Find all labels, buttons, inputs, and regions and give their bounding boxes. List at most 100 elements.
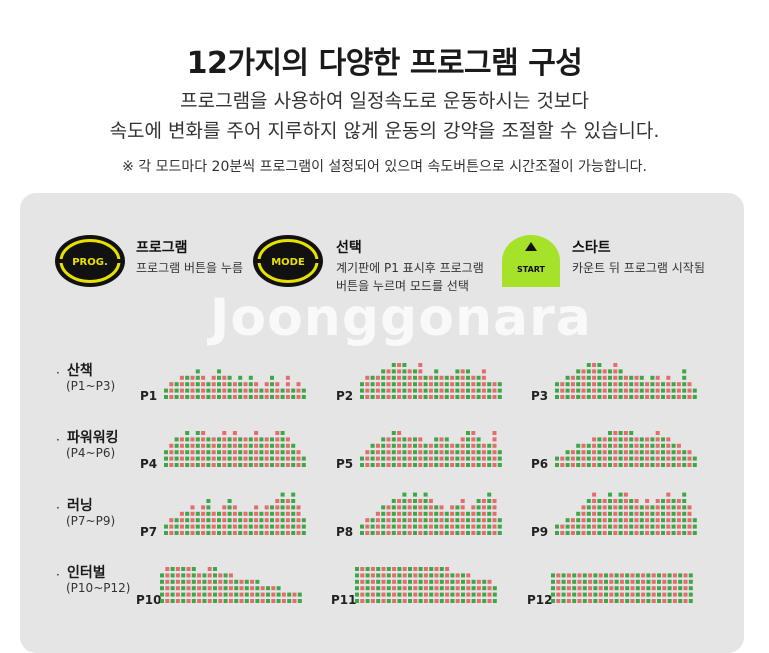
program-bars bbox=[164, 492, 306, 535]
program-bar bbox=[650, 505, 655, 535]
start-button-icon: START bbox=[502, 235, 560, 287]
program-bar bbox=[434, 505, 439, 535]
program-bar bbox=[407, 369, 412, 399]
control-desc-mode-line-1: 계기판에 P1 표시후 프로그램 bbox=[336, 261, 484, 275]
program-bar bbox=[174, 437, 179, 467]
program-bar bbox=[239, 579, 244, 603]
program-bar bbox=[206, 382, 211, 399]
program-bars bbox=[164, 369, 306, 399]
program-bar bbox=[476, 579, 481, 603]
program-bar bbox=[460, 499, 465, 535]
program-bar bbox=[687, 505, 692, 535]
program-bar bbox=[264, 437, 269, 467]
program-bar bbox=[206, 499, 211, 535]
program-bar bbox=[460, 437, 465, 467]
program-bar bbox=[365, 450, 370, 467]
program-bar bbox=[259, 511, 264, 535]
program-bar bbox=[614, 573, 619, 603]
program-bar bbox=[646, 573, 651, 603]
program-bar bbox=[195, 431, 200, 467]
program-chart-p9: P9 bbox=[531, 479, 711, 539]
program-bar bbox=[682, 492, 687, 535]
category-range: (P1~P3) bbox=[66, 379, 116, 393]
bullet-dot: · bbox=[56, 501, 60, 515]
program-bar bbox=[397, 363, 402, 399]
program-bar bbox=[466, 369, 470, 399]
program-bar bbox=[692, 388, 697, 399]
program-bar bbox=[264, 505, 269, 535]
program-bar bbox=[586, 363, 591, 399]
program-bars bbox=[555, 431, 697, 467]
program-bar bbox=[222, 505, 227, 535]
bullet-dot: · bbox=[56, 433, 60, 447]
program-bar bbox=[164, 388, 168, 399]
program-bars bbox=[360, 431, 502, 467]
program-bar bbox=[222, 375, 227, 399]
program-bar bbox=[375, 443, 380, 467]
program-bar bbox=[576, 443, 581, 467]
program-bar bbox=[190, 437, 195, 467]
program-bar bbox=[170, 567, 175, 603]
program-bar bbox=[243, 437, 248, 467]
program-bar bbox=[202, 573, 207, 603]
program-bar bbox=[360, 567, 365, 603]
program-bar bbox=[645, 437, 650, 467]
program-bar bbox=[581, 369, 586, 399]
program-bar bbox=[593, 573, 598, 603]
program-bar bbox=[671, 443, 676, 467]
program-bar bbox=[381, 505, 386, 535]
program-bar bbox=[608, 431, 612, 467]
program-bar bbox=[285, 375, 290, 399]
program-bar bbox=[434, 369, 439, 399]
program-bar bbox=[429, 567, 434, 603]
program-bar bbox=[402, 363, 407, 399]
program-bar bbox=[602, 369, 607, 399]
program-bar bbox=[576, 511, 581, 535]
program-panel: PROG. 프로그램 프로그램 버튼을 누름 MODE 선택 계기판에 P1 표… bbox=[20, 193, 744, 653]
program-bar bbox=[623, 431, 628, 467]
program-bar bbox=[570, 450, 575, 467]
program-bar bbox=[471, 579, 476, 603]
program-bar bbox=[565, 375, 570, 399]
program-bar bbox=[572, 573, 577, 603]
program-bar bbox=[223, 573, 228, 603]
program-bar bbox=[466, 511, 470, 535]
program-bar bbox=[604, 573, 608, 603]
program-bar bbox=[370, 375, 375, 399]
program-bar bbox=[641, 573, 646, 603]
program-bar bbox=[618, 431, 623, 467]
program-bar bbox=[248, 375, 253, 399]
program-label: P12 bbox=[527, 593, 553, 607]
program-bar bbox=[629, 375, 634, 399]
program-bar bbox=[211, 511, 216, 535]
program-bar bbox=[618, 492, 623, 535]
program-bar bbox=[655, 499, 660, 535]
program-bar bbox=[291, 492, 296, 535]
program-bar bbox=[492, 499, 497, 535]
category-range: (P7~P9) bbox=[66, 514, 116, 528]
program-bars bbox=[360, 492, 502, 535]
program-bar bbox=[634, 437, 639, 467]
program-bar bbox=[497, 382, 502, 399]
program-label: P6 bbox=[531, 457, 549, 471]
program-bar bbox=[227, 437, 232, 467]
program-bar bbox=[602, 437, 607, 467]
program-bar bbox=[428, 443, 433, 467]
program-bar bbox=[586, 443, 591, 467]
program-bars bbox=[360, 363, 502, 399]
program-bar bbox=[227, 375, 232, 399]
program-bar bbox=[588, 573, 593, 603]
program-bar bbox=[608, 369, 612, 399]
program-bars bbox=[551, 573, 693, 603]
program-bar bbox=[597, 499, 602, 535]
program-bar bbox=[439, 567, 444, 603]
program-bar bbox=[608, 492, 612, 535]
program-bar bbox=[497, 518, 502, 535]
program-bar bbox=[270, 437, 274, 467]
program-bar bbox=[201, 505, 206, 535]
program-bar bbox=[218, 573, 223, 603]
program-bar bbox=[466, 431, 470, 467]
program-bar bbox=[248, 511, 253, 535]
control-desc-start: 카운트 뒤 프로그램 시작됨 bbox=[572, 261, 705, 275]
program-bar bbox=[597, 437, 602, 467]
